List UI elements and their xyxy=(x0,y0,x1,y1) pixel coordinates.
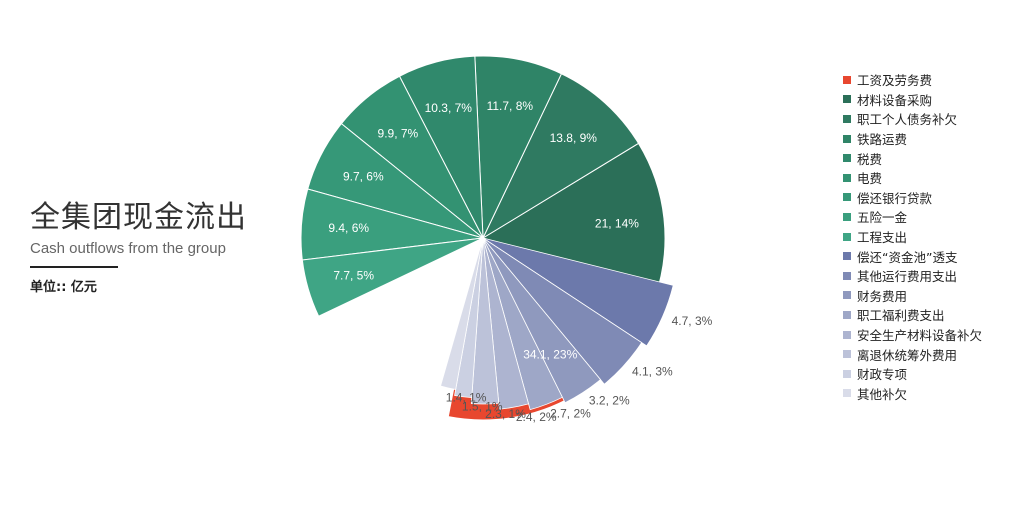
slice-label: 9.4, 6% xyxy=(328,221,369,235)
legend-label: 其他运行费用支出 xyxy=(857,269,958,285)
legend-swatch xyxy=(843,134,851,143)
legend-swatch xyxy=(843,95,851,104)
legend-label: 职工个人债务补欠 xyxy=(857,112,958,128)
legend-label: 职工福利费支出 xyxy=(857,308,945,324)
legend-label: 偿还银行贷款 xyxy=(857,190,933,206)
legend-label: 电费 xyxy=(857,171,883,187)
legend-item: 财政专项 xyxy=(843,364,982,384)
legend-label: 五险一金 xyxy=(857,210,908,226)
legend-item: 职工个人债务补欠 xyxy=(843,109,982,129)
legend-swatch xyxy=(843,75,851,84)
legend-swatch xyxy=(843,369,851,378)
slice-label: 2.7, 2% xyxy=(550,407,591,421)
legend-label: 安全生产材料设备补欠 xyxy=(857,328,983,344)
slice-label: 4.7, 3% xyxy=(672,314,713,328)
legend-item: 其他运行费用支出 xyxy=(843,266,982,286)
slice-label: 11.7, 8% xyxy=(487,99,534,113)
legend-item: 五险一金 xyxy=(843,207,982,227)
legend-item: 安全生产材料设备补欠 xyxy=(843,325,982,345)
legend-label: 财务费用 xyxy=(857,288,908,304)
legend-item: 其他补欠 xyxy=(843,384,982,404)
legend-item: 离退休统筹外费用 xyxy=(843,344,982,364)
legend-label: 税费 xyxy=(857,151,883,167)
legend-label: 工程支出 xyxy=(857,230,908,246)
legend-swatch xyxy=(843,212,851,221)
legend-item: 电费 xyxy=(843,168,982,188)
title-divider xyxy=(30,266,118,268)
slice-label: 3.2, 2% xyxy=(589,394,630,408)
legend-swatch xyxy=(843,350,851,359)
legend-item: 税费 xyxy=(843,148,982,168)
slice-label: 13.8, 9% xyxy=(550,131,598,145)
pie-slice xyxy=(482,237,643,385)
legend-item: 偿还“资金池”透支 xyxy=(843,246,982,266)
pie-slice xyxy=(440,237,484,391)
slice-label: 9.9, 7% xyxy=(378,127,419,141)
pie-slices xyxy=(300,55,674,421)
slice-label: 21, 14% xyxy=(595,217,639,231)
legend-item: 职工福利费支出 xyxy=(843,305,982,325)
pie-labels: 34.1, 23% 21, 14% 13.8, 9% 11.7, 8% 10.3, 7%… xyxy=(328,99,712,424)
slice-label: 1.5, 1% xyxy=(462,400,503,414)
slice-label: 2.4, 2% xyxy=(516,410,557,424)
legend-label: 财政专项 xyxy=(857,367,908,383)
slice-label: 34.1, 23% xyxy=(523,348,577,362)
legend-swatch xyxy=(843,310,851,319)
unit-label: 单位:: 亿元 xyxy=(30,280,97,295)
pie-slice xyxy=(301,237,484,317)
legend-swatch xyxy=(843,193,851,202)
slice-label: 7.7, 5% xyxy=(333,269,374,283)
slice-label: 2.3, 1% xyxy=(485,407,526,421)
legend-swatch xyxy=(843,154,851,163)
legend-swatch xyxy=(843,330,851,339)
slice-label: 1.4, 1% xyxy=(446,391,487,405)
slice-label: 10.3, 7% xyxy=(425,101,473,115)
pie-slice xyxy=(482,237,602,404)
legend-label: 材料设备采购 xyxy=(857,92,933,108)
legend-swatch xyxy=(843,291,851,300)
pie-slice xyxy=(482,237,563,411)
legend-label: 铁路运费 xyxy=(857,132,908,148)
legend-item: 工资及劳务费 xyxy=(843,70,982,90)
legend-item: 材料设备采购 xyxy=(843,90,982,110)
legend-label: 其他补欠 xyxy=(857,386,908,402)
legend-swatch xyxy=(843,271,851,280)
pie-slice xyxy=(470,237,500,405)
legend-label: 工资及劳务费 xyxy=(857,73,933,89)
slice-label: 9.7, 6% xyxy=(343,169,384,183)
pie-slice xyxy=(482,237,674,347)
title-block: 全集团现金流出 Cash outflows from the group 单位:… xyxy=(30,200,260,295)
legend-item: 铁路运费 xyxy=(843,129,982,149)
legend-swatch xyxy=(843,173,851,182)
pie-slice xyxy=(481,73,640,240)
legend-item: 财务费用 xyxy=(843,286,982,306)
chart-subtitle: Cash outflows from the group xyxy=(30,240,226,257)
chart-title: 全集团现金流出 xyxy=(30,200,247,235)
legend-swatch xyxy=(843,389,851,398)
legend-swatch xyxy=(843,114,851,123)
legend-label: 离退休统筹外费用 xyxy=(857,347,958,363)
legend-swatch xyxy=(843,232,851,241)
legend-label: 偿还“资金池”透支 xyxy=(857,249,958,265)
slice-label: 4.1, 3% xyxy=(632,364,673,378)
legend-swatch xyxy=(843,252,851,261)
legend-item: 偿还银行贷款 xyxy=(843,188,982,208)
legend-item: 工程支出 xyxy=(843,227,982,247)
pie-slice xyxy=(482,237,530,410)
legend: 工资及劳务费 材料设备采购职工个人债务补欠 铁路运费税费电费偿还银行贷款 五险一金工程… xyxy=(843,70,982,403)
